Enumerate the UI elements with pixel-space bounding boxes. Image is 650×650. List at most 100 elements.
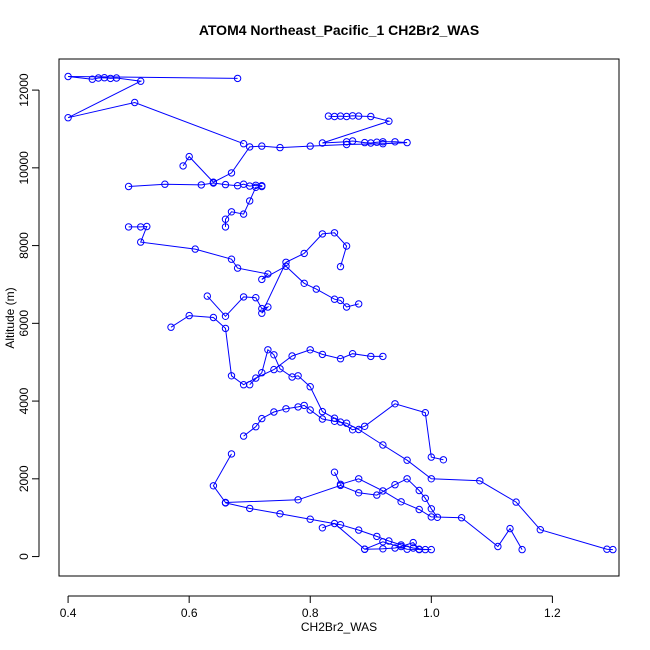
data-point (379, 138, 387, 146)
data-point (403, 475, 411, 483)
data-point (336, 296, 345, 305)
data-point (185, 311, 193, 320)
data-point (276, 143, 284, 152)
data-point (167, 323, 175, 331)
data-point (318, 524, 327, 532)
data-point (342, 419, 351, 427)
data-point (609, 545, 617, 554)
data-point (276, 510, 284, 518)
data-point (246, 143, 254, 151)
data-point (246, 504, 254, 513)
data-point (512, 498, 520, 506)
data-point (355, 425, 363, 434)
y-tick-label: 4000 (17, 387, 31, 414)
data-point (270, 351, 278, 359)
data-point (288, 352, 296, 360)
data-point (391, 400, 399, 408)
data-point (391, 138, 399, 146)
data-point (397, 498, 405, 506)
data-point (227, 372, 236, 380)
data-point (336, 355, 345, 363)
data-point (282, 405, 290, 413)
data-point (239, 293, 248, 301)
data-point (536, 526, 544, 534)
series-line-9 (212, 453, 438, 518)
data-point (221, 180, 230, 189)
series-line-7 (249, 348, 444, 461)
data-point (403, 456, 411, 464)
data-point (373, 532, 381, 541)
data-point (385, 537, 393, 545)
data-point (318, 350, 327, 359)
data-point (427, 475, 435, 483)
data-point (342, 303, 351, 311)
data-point (246, 197, 254, 205)
data-point (361, 422, 369, 430)
data-point (131, 98, 139, 107)
data-point (300, 249, 308, 258)
data-point (143, 222, 151, 231)
series-line-1 (67, 76, 244, 145)
data-point (282, 258, 290, 266)
data-point (294, 372, 302, 380)
data-point (355, 112, 363, 120)
data-point (294, 496, 302, 504)
series-line-5 (206, 232, 348, 318)
series-line-3 (128, 182, 263, 227)
data-point (264, 270, 272, 278)
y-tick-label: 8000 (17, 232, 31, 259)
data-point (373, 491, 381, 499)
data-point (64, 114, 72, 122)
data-point (367, 112, 375, 121)
data-point (137, 77, 145, 85)
data-point (427, 505, 435, 513)
data-point (227, 450, 236, 458)
data-point (227, 208, 236, 216)
data-point (221, 324, 230, 333)
x-axis-label: CH2Br2_WAS (301, 620, 377, 634)
y-tick-label: 12000 (17, 73, 31, 107)
data-point (379, 441, 387, 449)
x-axis: 0.4 0.6 0.8 1.0 1.2 (60, 595, 561, 620)
data-point (397, 541, 405, 549)
data-point (258, 369, 266, 377)
x-tick-label: 0.6 (181, 606, 198, 620)
data-point (246, 381, 254, 389)
data-point (64, 72, 72, 81)
chart-title: ATOM4 Northeast_Pacific_1 CH2Br2_WAS (199, 22, 479, 38)
y-tick-label: 2000 (17, 465, 31, 492)
data-point (391, 481, 399, 489)
data-point (209, 482, 218, 490)
series-layer (64, 72, 617, 554)
data-point (252, 374, 260, 382)
data-point (415, 545, 423, 554)
data-point (342, 242, 351, 250)
x-tick-label: 1.0 (423, 606, 440, 620)
data-point (112, 74, 121, 82)
data-point (348, 350, 357, 358)
data-point (227, 255, 236, 263)
data-point (306, 142, 314, 150)
data-point (124, 182, 133, 191)
x-tick-label: 0.4 (60, 606, 77, 620)
data-point (342, 140, 351, 149)
data-point (221, 223, 230, 231)
series-line-12 (225, 502, 426, 551)
data-point (270, 408, 278, 416)
data-point (427, 453, 435, 461)
data-point (306, 406, 314, 414)
data-point (318, 230, 327, 238)
data-point (252, 294, 260, 302)
data-point (379, 140, 387, 148)
data-point (506, 524, 514, 533)
data-point (330, 468, 339, 476)
data-point (209, 179, 218, 187)
data-point (355, 475, 363, 483)
data-point (264, 303, 272, 311)
data-point (221, 215, 230, 223)
data-point (409, 538, 417, 547)
data-point (355, 526, 363, 534)
y-tick-label: 0 (17, 553, 31, 560)
data-point (137, 238, 145, 246)
data-point (179, 162, 187, 170)
